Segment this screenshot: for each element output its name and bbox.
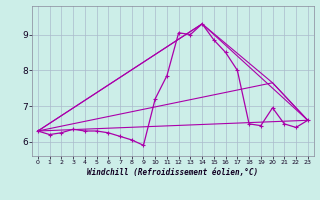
X-axis label: Windchill (Refroidissement éolien,°C): Windchill (Refroidissement éolien,°C) [87,168,258,177]
